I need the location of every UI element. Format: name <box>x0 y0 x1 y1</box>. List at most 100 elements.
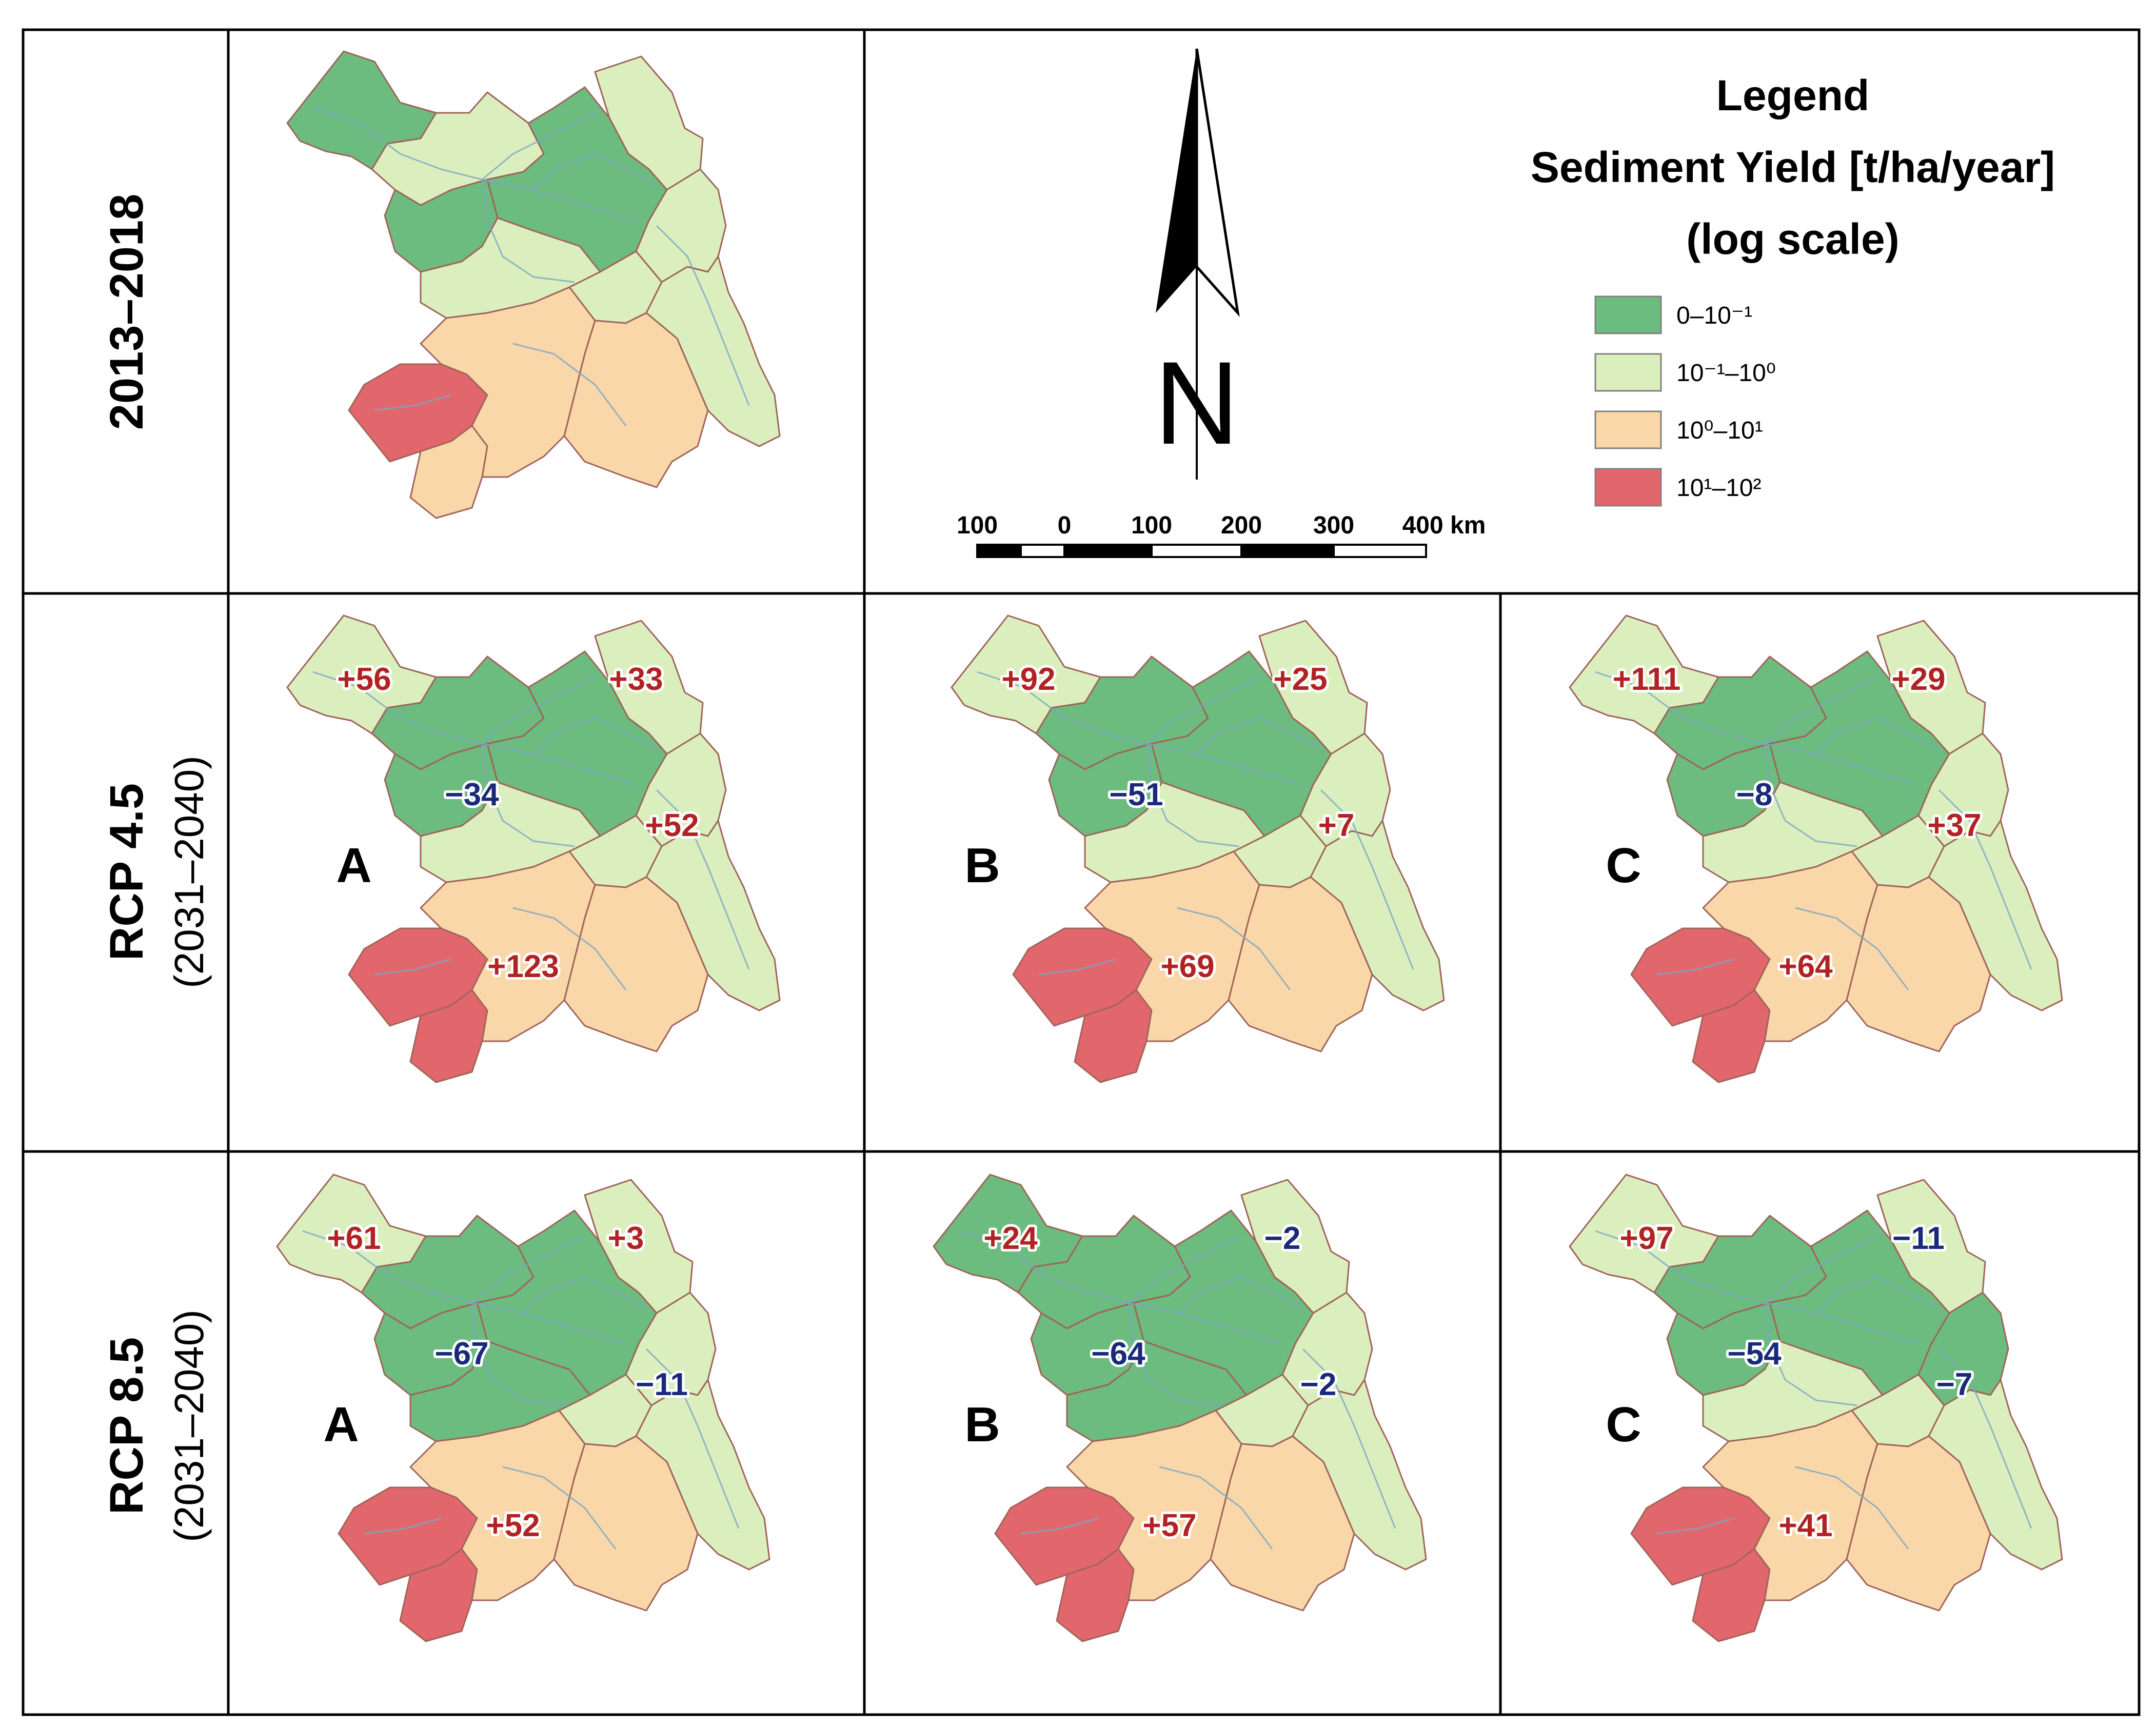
river-line <box>1179 1276 1303 1314</box>
river-line <box>1320 789 1414 970</box>
legend-item-label: 10⁻¹–10⁰ <box>1676 360 1776 387</box>
north-arrow-dark-half <box>1156 49 1197 313</box>
river-line <box>482 676 596 745</box>
river-line <box>482 112 596 181</box>
river-line <box>656 225 750 406</box>
legend-swatch <box>1594 468 1662 507</box>
river-line <box>1764 676 1878 745</box>
river-line <box>1020 1517 1098 1535</box>
scale-bar-tick-label: 100 <box>957 512 998 539</box>
change-label-ne: +3 <box>608 1221 644 1256</box>
map-panel-rcp85-a: +61 +3 −67 −11 +52 <box>276 1174 770 1642</box>
legend-swatch <box>1594 353 1662 392</box>
river-line <box>1128 1235 1242 1304</box>
change-label-e: −7 <box>1936 1367 1973 1402</box>
subbasin-sc <box>1066 1409 1242 1601</box>
river-line <box>512 907 627 990</box>
change-label-s: +123 <box>487 949 559 984</box>
subbasin-sc <box>420 850 596 1042</box>
scale-bar-segment <box>976 544 1022 558</box>
scale-bar-segment <box>1063 544 1153 558</box>
river-line <box>1764 1235 1878 1304</box>
legend-title: Legend <box>1716 71 1870 120</box>
map-panel-rcp45-c: +111 +29 −8 +37 +64 <box>1569 614 2063 1083</box>
change-label-c: −8 <box>1736 777 1773 812</box>
map-panel-rcp45-b: +92 +25 −51 +7 +69 <box>951 614 1445 1083</box>
subbasin-sse <box>1846 1435 1991 1612</box>
river-line <box>374 958 452 976</box>
change-label-s: +69 <box>1160 949 1214 984</box>
map-panel-rcp85-c: +97 −11 −54 −7 +41 <box>1569 1174 2063 1642</box>
row-label-rcp85: RCP 8.5 (2031–2040) <box>101 1309 212 1542</box>
scenario-letter-c: C <box>1606 1397 1641 1452</box>
river-line <box>1656 958 1734 976</box>
legend-subtitle: Sediment Yield [t/ha/year] <box>1531 143 2055 191</box>
change-label-e: −2 <box>1300 1367 1337 1402</box>
river-line <box>312 107 637 222</box>
river-line <box>471 1235 585 1304</box>
river-line <box>1145 743 1239 847</box>
river-line <box>1656 1517 1734 1535</box>
river-line <box>502 1466 617 1550</box>
scale-bar-segment <box>1020 544 1065 558</box>
change-label-c: −54 <box>1727 1336 1782 1372</box>
river-line <box>1795 1466 1909 1550</box>
figure-grid <box>22 28 2141 1716</box>
row-label-rcp45: RCP 4.5 (2031–2040) <box>101 756 212 988</box>
legend-item-label: 0–10⁻¹ <box>1676 302 1752 329</box>
scale-bar-tick-label: 300 <box>1313 512 1354 539</box>
change-label-ne: +25 <box>1273 662 1327 697</box>
river-line <box>481 179 575 283</box>
river-line <box>364 1517 442 1535</box>
change-label-c: −51 <box>1109 777 1163 812</box>
legend-scale-note: (log scale) <box>1686 215 1899 263</box>
scenario-letter-b: B <box>964 838 1000 893</box>
change-label-ne: −11 <box>1892 1221 1945 1256</box>
river-line <box>1795 907 1909 990</box>
river-line <box>532 153 657 191</box>
change-label-nw: +111 <box>1613 662 1681 697</box>
subbasin-sse <box>563 312 709 488</box>
change-label-nw: +97 <box>1619 1221 1673 1256</box>
row-label-rcp45-title: RCP 4.5 <box>101 783 153 961</box>
subbasin-sc <box>1084 850 1260 1042</box>
subbasin-sse <box>1210 1435 1355 1612</box>
change-label-s: +64 <box>1778 949 1833 984</box>
river-line <box>656 789 750 970</box>
legend: Legend Sediment Yield [t/ha/year] (log s… <box>1531 71 2055 507</box>
river-line <box>532 717 657 755</box>
river-line <box>1595 1230 1919 1345</box>
river-line <box>1159 1466 1273 1550</box>
row-label-rcp45-period: (2031–2040) <box>166 756 212 988</box>
river-line <box>471 1302 565 1406</box>
legend-items: 0–10⁻¹ 10⁻¹–10⁰ 10⁰–10¹ 10¹–10² <box>1594 295 1776 507</box>
subbasin-sc <box>420 286 596 478</box>
change-label-nw: +24 <box>983 1221 1038 1256</box>
river-line <box>977 671 1301 786</box>
change-label-c: −64 <box>1091 1336 1145 1372</box>
scale-bar-ticks: 100 0 100 200 300 400 km <box>957 512 1486 539</box>
subbasin-sse <box>553 1435 699 1612</box>
river-line <box>1764 743 1857 847</box>
scale-bar-segment <box>1333 544 1427 558</box>
scale-bar-tick-label: 0 <box>1058 512 1072 539</box>
river-line <box>1146 676 1260 745</box>
legend-swatch <box>1594 410 1662 449</box>
scale-bar-segment <box>1151 544 1242 558</box>
row-label-baseline-text: 2013–2018 <box>101 194 153 430</box>
scale-bar: 100 0 100 200 300 400 km <box>957 512 1486 558</box>
river-line <box>1177 907 1291 990</box>
change-label-e: +52 <box>645 808 699 843</box>
scale-bar-tick-label: 200 <box>1221 512 1262 539</box>
change-label-s: +57 <box>1142 1508 1196 1543</box>
subbasin-sse <box>563 876 709 1052</box>
scenario-letter-c: C <box>1606 838 1641 893</box>
change-label-e: +7 <box>1318 808 1355 843</box>
change-label-ne: +33 <box>609 662 663 697</box>
change-label-s: +41 <box>1778 1508 1832 1543</box>
map-panels: +56 +33 −34 +52 +123 A +92 +25 −51 +7 +69 B +111 +29 −… <box>276 50 2063 1642</box>
scenario-letter-b: B <box>964 1397 1000 1452</box>
river-line <box>1038 958 1116 976</box>
change-label-s: +52 <box>486 1508 540 1543</box>
